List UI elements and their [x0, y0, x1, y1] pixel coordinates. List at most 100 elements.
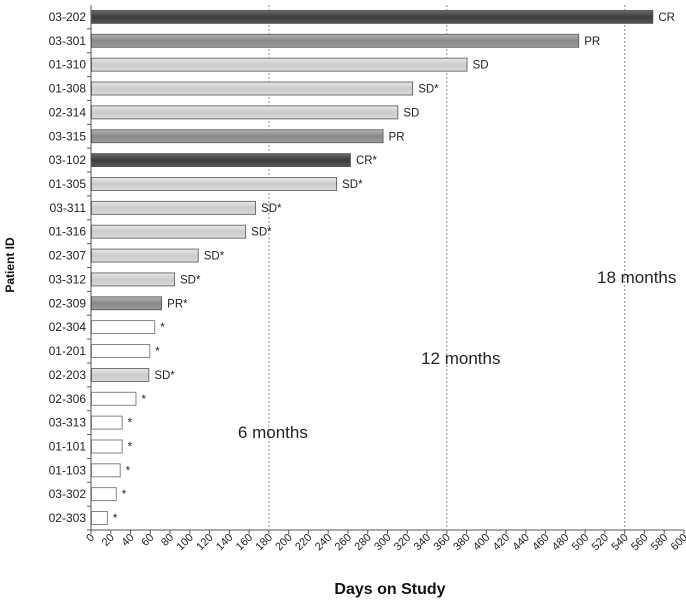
x-tick-label: 20 [100, 532, 117, 549]
x-tick-label: 560 [629, 532, 650, 553]
y-tick-label: 02-309 [49, 296, 87, 310]
bar [91, 200, 256, 215]
response-label: CR* [356, 155, 378, 167]
response-label: * [160, 322, 165, 334]
bar [91, 248, 199, 263]
bar [91, 129, 384, 144]
response-label: * [128, 418, 133, 430]
bar [91, 439, 123, 454]
x-tick-label: 100 [174, 532, 195, 553]
response-label: PR [584, 36, 600, 48]
y-tick-label: 03-311 [50, 201, 87, 215]
y-tick-label: 01-103 [49, 463, 87, 477]
x-tick-label: 420 [491, 532, 512, 553]
bar [91, 81, 414, 96]
bar [91, 57, 468, 72]
y-tick-label: 03-301 [49, 34, 87, 48]
reference-line-label: 6 months [238, 423, 308, 442]
x-tick-label: 220 [293, 532, 314, 553]
response-label: PR* [167, 298, 188, 310]
x-tick-label: 580 [649, 532, 670, 553]
response-label: SD* [342, 179, 363, 191]
y-tick-label: 03-313 [49, 416, 87, 430]
response-label: SD* [204, 251, 225, 263]
y-tick-label: 01-316 [49, 225, 87, 239]
x-tick-label: 160 [234, 532, 255, 553]
bar [91, 296, 163, 311]
y-tick-label: 01-101 [49, 439, 87, 453]
y-tick-label: 01-305 [49, 177, 87, 191]
bar [91, 511, 108, 525]
response-label: * [155, 346, 160, 358]
bar [91, 33, 580, 48]
response-label: SD* [251, 227, 272, 239]
response-label: CR [658, 12, 675, 24]
y-tick-label: 02-307 [49, 249, 87, 263]
response-label: * [128, 441, 133, 453]
response-label: SD* [154, 370, 175, 382]
y-tick-label: 03-312 [49, 272, 87, 286]
bar [91, 487, 117, 502]
x-tick-label: 140 [214, 532, 235, 553]
y-tick-label: 02-303 [49, 511, 87, 525]
x-tick-label: 280 [352, 532, 373, 553]
y-tick-label: 03-102 [49, 153, 87, 167]
y-tick-label: 02-203 [49, 368, 87, 382]
response-label: SD* [180, 274, 201, 286]
bar [91, 415, 123, 430]
x-tick-label: 600 [669, 532, 686, 553]
x-tick-label: 400 [471, 532, 492, 553]
response-label: PR [389, 131, 405, 143]
x-tick-label: 180 [254, 532, 275, 553]
y-tick-label: 01-308 [49, 82, 87, 96]
y-tick-label: 03-202 [49, 10, 87, 24]
y-tick-label: 02-306 [49, 392, 87, 406]
bar [91, 10, 654, 24]
y-tick-label: 02-304 [49, 320, 87, 334]
y-axis-title: Patient ID [3, 237, 17, 293]
x-tick-label: 320 [392, 532, 413, 553]
x-tick-label: 360 [431, 532, 452, 553]
bar [91, 224, 247, 239]
y-tick-label: 02-314 [49, 105, 87, 119]
bar [91, 177, 338, 191]
x-tick-label: 60 [139, 532, 156, 549]
response-label: * [141, 394, 146, 406]
bar [91, 344, 151, 358]
x-tick-label: 500 [570, 532, 591, 553]
plot-area: 0 20 40 60 801001201401601802002202402602803… [49, 5, 686, 553]
x-tick-label: 480 [550, 532, 571, 553]
response-label: * [126, 465, 131, 477]
x-tick-label: 440 [511, 532, 532, 553]
x-tick-label: 340 [412, 532, 433, 553]
x-tick-label: 520 [590, 532, 611, 553]
x-tick-label: 300 [372, 532, 393, 553]
y-tick-label: 01-310 [49, 58, 87, 72]
y-tick-label: 03-302 [49, 487, 87, 501]
response-label: * [113, 513, 118, 525]
bar [91, 272, 175, 287]
response-label: SD [473, 60, 489, 72]
x-tick-label: 40 [120, 532, 137, 549]
reference-line-label: 12 months [421, 349, 500, 368]
response-label: SD [403, 107, 419, 119]
bar [91, 391, 137, 406]
bar [91, 105, 399, 120]
y-tick-label: 03-315 [49, 129, 87, 143]
x-tick-label: 260 [333, 532, 354, 553]
x-tick-label: 240 [313, 532, 334, 553]
bar [91, 367, 150, 382]
x-tick-label: 540 [609, 532, 630, 553]
response-label: SD* [261, 203, 282, 215]
x-tick-label: 380 [451, 532, 472, 553]
bar [91, 463, 121, 478]
reference-line-label: 18 months [597, 268, 676, 287]
x-tick-label: 80 [159, 532, 176, 549]
x-axis-title: Days on Study [334, 581, 445, 598]
x-tick-label: 120 [194, 532, 215, 553]
response-label: * [122, 489, 127, 501]
x-tick-label: 200 [273, 532, 294, 553]
response-label: SD* [418, 84, 439, 96]
bar [91, 320, 156, 335]
